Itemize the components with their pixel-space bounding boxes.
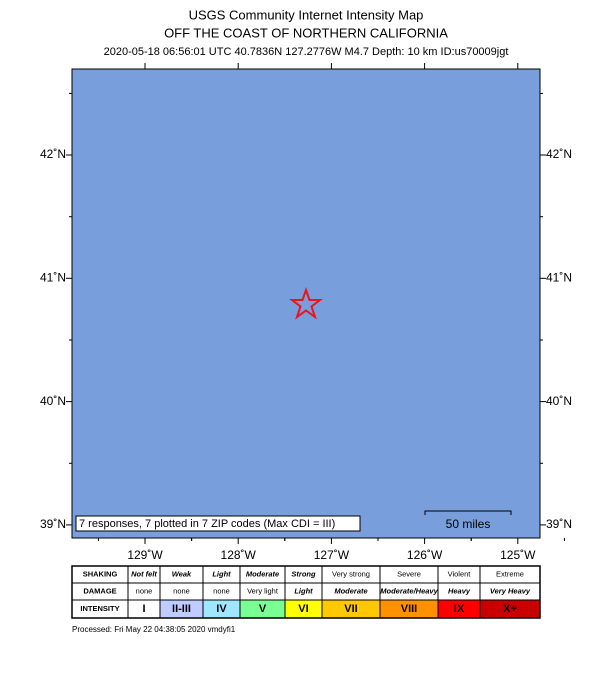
lat-label: 40˚N (546, 394, 572, 408)
legend-intensity: II-III (172, 603, 191, 615)
details: 2020-05-18 06:56:01 UTC 40.7836N 127.277… (104, 46, 509, 58)
legend-intensity: IV (216, 603, 227, 615)
lon-label: 129˚W (127, 548, 163, 562)
map-frame (71, 68, 541, 539)
lon-label: 126˚W (407, 548, 443, 562)
legend-border (71, 565, 541, 619)
legend-row-label: SHAKING (83, 569, 118, 578)
lat-label: 42˚N (40, 147, 66, 161)
legend-damage: none (136, 586, 153, 595)
legend-row-label: INTENSITY (80, 604, 119, 613)
legend-shaking: Moderate (246, 569, 279, 578)
legend-damage: none (173, 586, 190, 595)
legend-intensity: VIII (401, 603, 418, 615)
legend-damage: Moderate (334, 586, 367, 595)
lat-label: 42˚N (546, 147, 572, 161)
legend-intensity: X+ (503, 603, 517, 615)
legend-row-label: DAMAGE (83, 586, 116, 595)
legend-intensity: IX (454, 603, 465, 615)
region: OFF THE COAST OF NORTHERN CALIFORNIA (164, 25, 448, 40)
legend-intensity: V (259, 603, 267, 615)
legend-shaking: Very strong (332, 569, 370, 578)
title: USGS Community Internet Intensity Map (189, 7, 424, 22)
legend-damage: none (213, 586, 230, 595)
legend-intensity: VII (344, 603, 357, 615)
legend-shaking: Strong (291, 569, 316, 578)
responses-box (75, 515, 361, 532)
legend-shaking: Extreme (496, 569, 524, 578)
responses: 7 responses, 7 plotted in 7 ZIP codes (M… (79, 518, 335, 530)
legend: SHAKING DAMAGE INTENSITY Not felt none I Weak n… (71, 565, 541, 619)
footer: Processed: Fri May 22 04:38:05 2020 vmdy… (72, 625, 236, 634)
legend-intensity: I (142, 603, 145, 615)
legend-intensity: VI (298, 603, 308, 615)
legend-damage: Moderate/Heavy (380, 586, 438, 595)
lat-label: 39˚N (40, 517, 66, 531)
lat-label: 40˚N (40, 394, 66, 408)
legend-shaking: Severe (397, 569, 421, 578)
legend-shaking: Not felt (131, 569, 157, 578)
legend-shaking: Violent (448, 569, 472, 578)
legend-damage: Heavy (448, 586, 471, 595)
legend-shaking: Weak (172, 569, 192, 578)
lon-label: 127˚W (314, 548, 350, 562)
lon-label: 128˚W (221, 548, 257, 562)
legend-damage: Very Heavy (490, 586, 531, 595)
lat-label: 41˚N (546, 270, 572, 284)
legend-shaking: Light (212, 569, 231, 578)
lat-label: 39˚N (546, 517, 572, 531)
scale-bar (424, 510, 512, 515)
epicenter (289, 286, 323, 320)
lat-label: 41˚N (40, 270, 66, 284)
legend-damage: Light (294, 586, 313, 595)
scale-label: 50 miles (446, 517, 491, 531)
legend-damage: Very light (247, 586, 279, 595)
lon-label: 125˚W (500, 548, 536, 562)
